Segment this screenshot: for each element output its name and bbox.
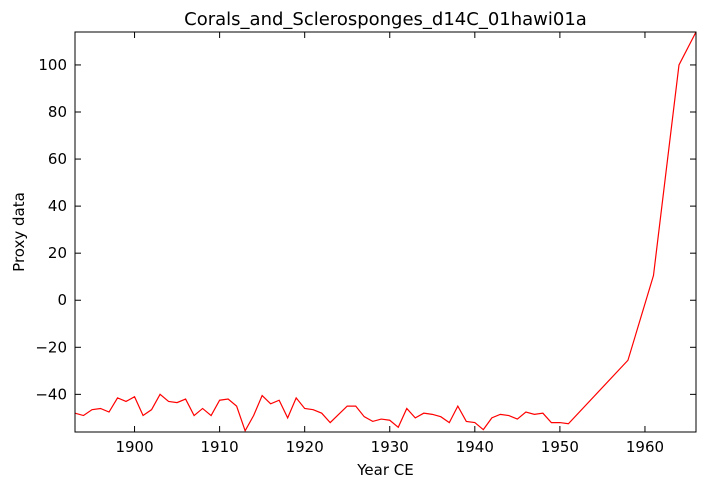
y-tick-label: 20: [48, 244, 67, 262]
x-tick-label: 1900: [115, 438, 153, 456]
y-tick-label: 40: [48, 197, 67, 215]
plot-area: [74, 31, 697, 433]
x-tick-label: 1950: [541, 438, 579, 456]
y-tick-label: 0: [57, 291, 67, 309]
chart-title: Corals_and_Sclerosponges_d14C_01hawi01a: [184, 9, 587, 30]
x-tick-label: 1960: [626, 438, 664, 456]
series-line: [74, 31, 697, 433]
y-axis: −40 −20 0 20 40 60 80 100: [35, 56, 696, 403]
x-axis-label: Year CE: [356, 461, 413, 479]
x-tick-label: 1910: [201, 438, 239, 456]
x-axis: 1900 1910 1920 1930 1940 1950 1960: [115, 32, 664, 456]
y-tick-label: 80: [48, 103, 67, 121]
x-tick-label: 1940: [456, 438, 494, 456]
x-tick-label: 1930: [371, 438, 409, 456]
y-tick-label: −40: [35, 385, 67, 403]
x-tick-label: 1920: [286, 438, 324, 456]
plot-frame: [74, 31, 697, 433]
y-tick-label: 60: [48, 150, 67, 168]
y-axis-label: Proxy data: [10, 192, 28, 272]
y-tick-label: 100: [38, 56, 67, 74]
y-tick-label: −20: [35, 338, 67, 356]
